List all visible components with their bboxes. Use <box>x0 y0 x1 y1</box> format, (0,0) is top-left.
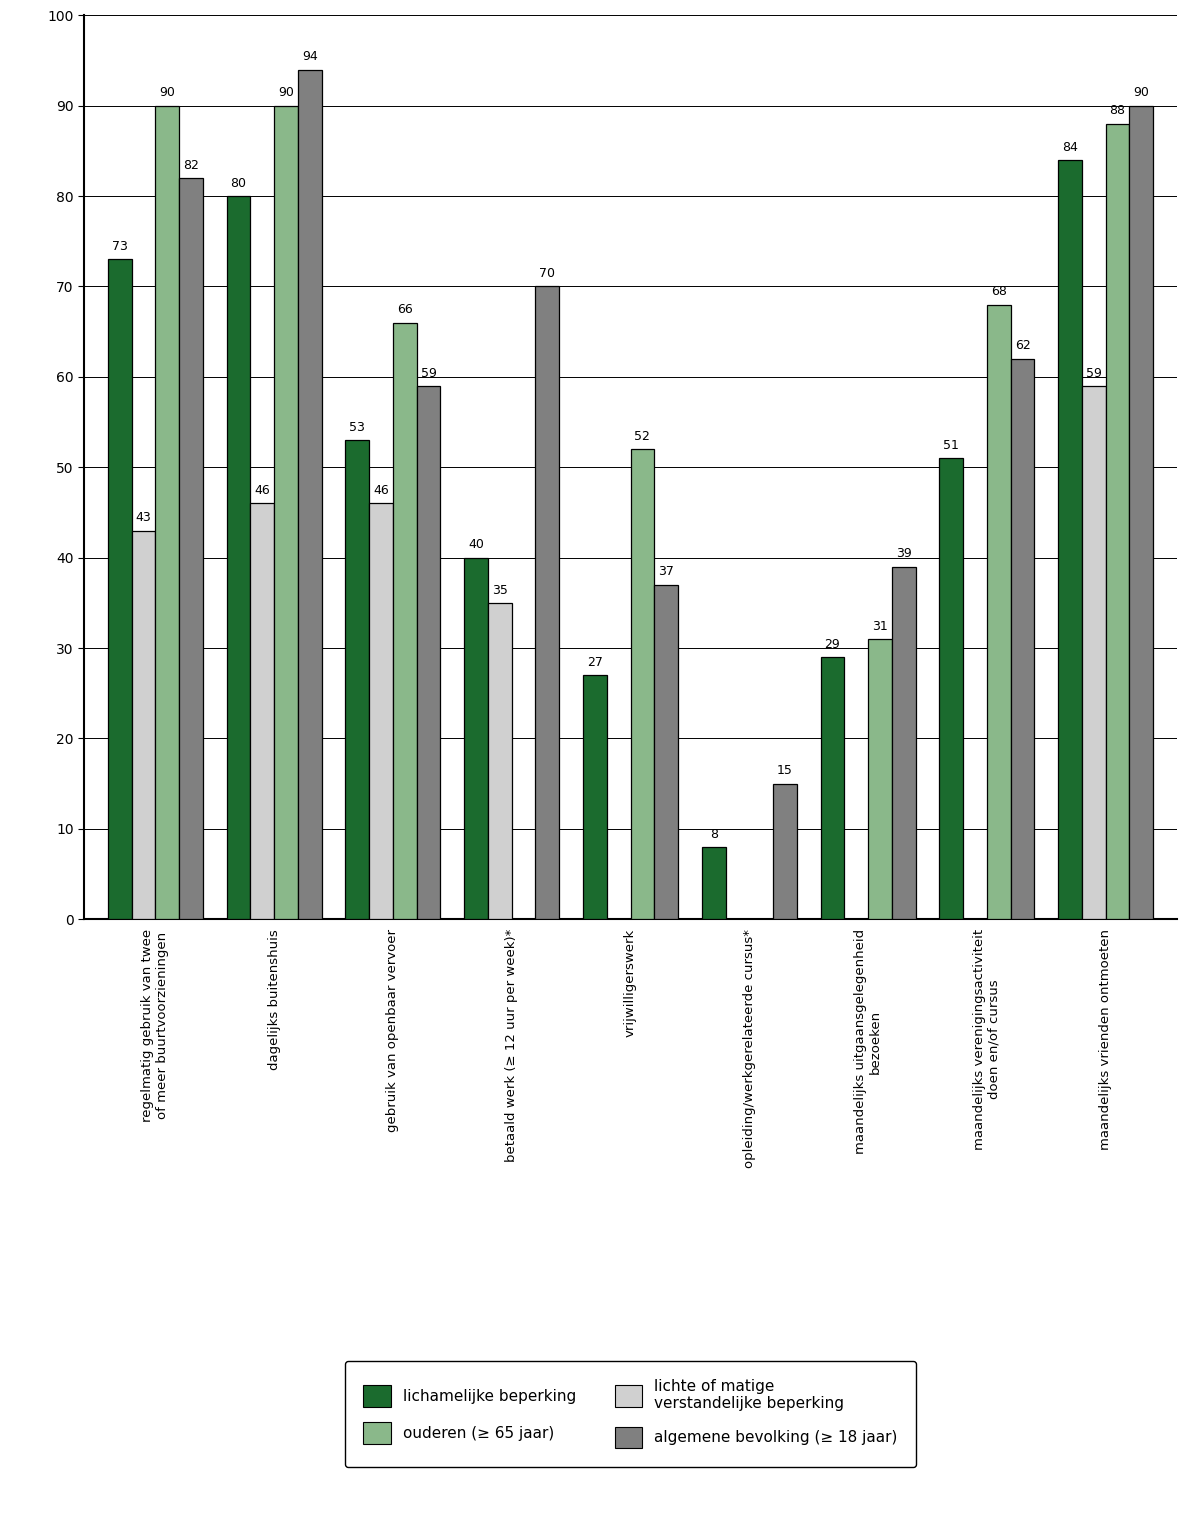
Text: 90: 90 <box>279 86 294 100</box>
Text: 90: 90 <box>1134 86 1149 100</box>
Bar <box>892 567 915 919</box>
Bar <box>298 69 322 919</box>
Text: 59: 59 <box>1086 366 1101 380</box>
Text: 39: 39 <box>896 547 912 561</box>
Bar <box>1106 124 1129 919</box>
Text: 51: 51 <box>943 438 960 452</box>
Bar <box>1011 358 1034 919</box>
Bar <box>488 602 512 919</box>
Bar <box>346 440 369 919</box>
Bar <box>250 504 274 919</box>
Legend: lichamelijke beperking, ouderen (≥ 65 jaar), lichte of matige
verstandelijke bep: lichamelijke beperking, ouderen (≥ 65 ja… <box>345 1360 916 1466</box>
Text: 40: 40 <box>468 538 484 552</box>
Bar <box>868 639 892 919</box>
Bar <box>393 323 417 919</box>
Text: 31: 31 <box>872 619 888 633</box>
Bar <box>773 783 796 919</box>
Bar <box>179 178 203 919</box>
Text: 37: 37 <box>658 565 674 579</box>
Bar <box>369 504 393 919</box>
Text: 59: 59 <box>420 366 436 380</box>
Bar <box>1129 106 1153 919</box>
Text: 43: 43 <box>136 512 151 524</box>
Bar <box>631 449 655 919</box>
Text: 8: 8 <box>710 827 718 841</box>
Bar <box>155 106 179 919</box>
Text: 84: 84 <box>1062 141 1078 153</box>
Text: 80: 80 <box>231 176 246 190</box>
Bar <box>987 305 1011 919</box>
Bar <box>655 585 679 919</box>
Text: 35: 35 <box>492 584 508 596</box>
Bar <box>1058 159 1082 919</box>
Bar <box>820 657 844 919</box>
Text: 52: 52 <box>634 430 651 443</box>
Text: 46: 46 <box>255 484 270 496</box>
Text: 94: 94 <box>301 51 317 63</box>
Text: 88: 88 <box>1110 104 1125 118</box>
Text: 29: 29 <box>825 637 841 651</box>
Bar <box>536 286 560 919</box>
Text: 70: 70 <box>539 267 555 280</box>
Bar <box>1082 386 1106 919</box>
Text: 66: 66 <box>398 303 413 316</box>
Bar <box>227 196 250 919</box>
Bar <box>582 676 607 919</box>
Bar <box>274 106 298 919</box>
Bar <box>465 558 488 919</box>
Text: 68: 68 <box>991 285 1006 299</box>
Text: 73: 73 <box>112 241 127 253</box>
Text: 82: 82 <box>183 159 199 172</box>
Text: 90: 90 <box>160 86 175 100</box>
Text: 46: 46 <box>374 484 389 496</box>
Text: 15: 15 <box>777 764 793 777</box>
Bar <box>132 530 155 919</box>
Text: 27: 27 <box>587 656 603 669</box>
Bar <box>939 458 963 919</box>
Bar <box>701 847 725 919</box>
Text: 62: 62 <box>1015 340 1030 352</box>
Text: 53: 53 <box>349 421 365 434</box>
Bar <box>108 259 132 919</box>
Bar <box>417 386 441 919</box>
